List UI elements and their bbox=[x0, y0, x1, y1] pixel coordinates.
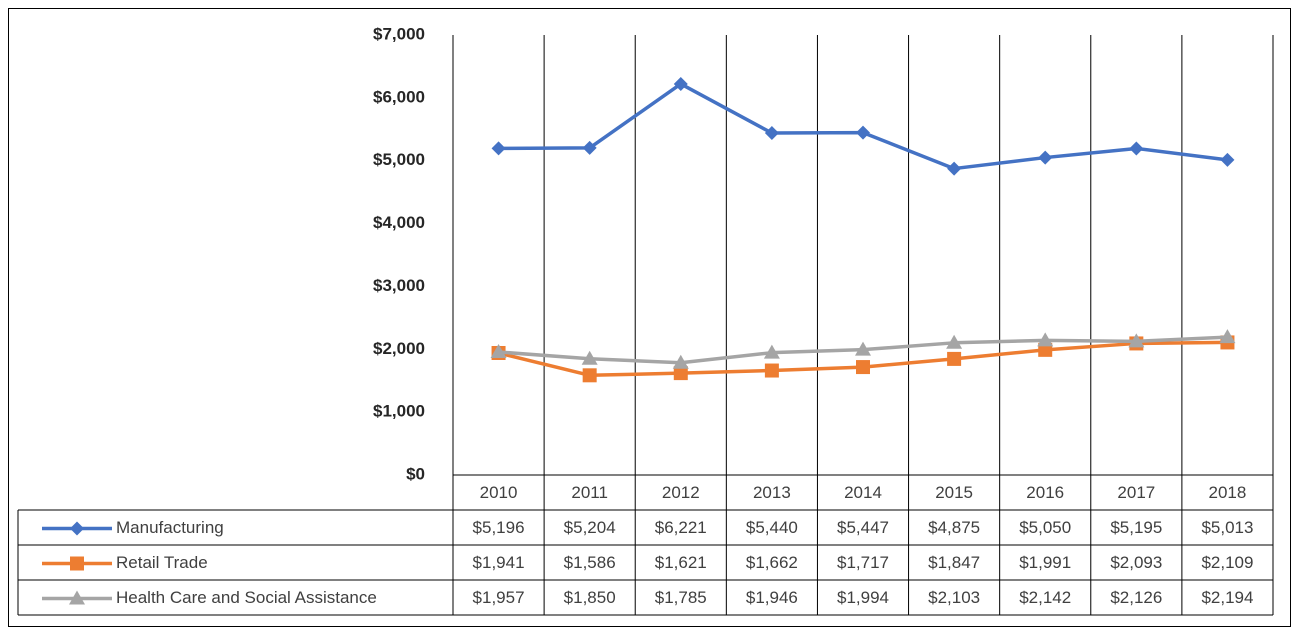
marker bbox=[764, 126, 779, 141]
data-table-value: $1,621 bbox=[655, 553, 707, 572]
legend-marker bbox=[70, 556, 84, 571]
marker bbox=[856, 125, 870, 140]
chart-border bbox=[8, 8, 1291, 627]
data-table-value: $1,847 bbox=[928, 553, 980, 572]
marker bbox=[673, 366, 688, 381]
y-tick-label: $3,000 bbox=[373, 276, 425, 295]
data-table-value: $6,221 bbox=[655, 518, 707, 537]
data-table-value: $1,946 bbox=[746, 588, 798, 607]
y-tick-label: $1,000 bbox=[373, 402, 425, 421]
marker bbox=[673, 76, 688, 91]
x-tick-label: 2017 bbox=[1117, 483, 1155, 502]
data-table-value: $4,875 bbox=[928, 518, 980, 537]
data-table-value: $1,586 bbox=[564, 553, 616, 572]
marker bbox=[581, 350, 598, 365]
y-tick-label: $0 bbox=[406, 464, 425, 483]
marker bbox=[582, 140, 597, 155]
marker bbox=[1128, 333, 1145, 348]
x-tick-label: 2013 bbox=[753, 483, 791, 502]
y-tick-label: $2,000 bbox=[373, 339, 425, 358]
data-table-value: $1,662 bbox=[746, 553, 798, 572]
data-table-value: $5,447 bbox=[837, 518, 889, 537]
data-table-value: $1,717 bbox=[837, 553, 889, 572]
x-tick-label: 2010 bbox=[480, 483, 518, 502]
x-tick-label: 2012 bbox=[662, 483, 700, 502]
marker bbox=[947, 161, 962, 176]
marker bbox=[1219, 329, 1236, 344]
marker bbox=[946, 334, 963, 349]
data-table-value: $5,204 bbox=[564, 518, 616, 537]
x-tick-label: 2018 bbox=[1209, 483, 1247, 502]
y-tick-label: $7,000 bbox=[373, 24, 425, 43]
data-table-value: $2,103 bbox=[928, 588, 980, 607]
data-table-value: $5,013 bbox=[1201, 518, 1253, 537]
marker bbox=[763, 344, 780, 359]
data-table-value: $5,440 bbox=[746, 518, 798, 537]
data-table-value: $1,850 bbox=[564, 588, 616, 607]
data-table-value: $1,994 bbox=[837, 588, 889, 607]
data-table-value: $1,957 bbox=[473, 588, 525, 607]
data-table-value: $2,194 bbox=[1201, 588, 1253, 607]
y-tick-label: $6,000 bbox=[373, 87, 425, 106]
marker bbox=[764, 363, 779, 378]
marker bbox=[1038, 150, 1053, 165]
y-tick-label: $5,000 bbox=[373, 150, 425, 169]
marker bbox=[672, 354, 689, 369]
data-table-value: $2,126 bbox=[1110, 588, 1162, 607]
marker bbox=[1037, 332, 1054, 347]
data-table-value: $2,142 bbox=[1019, 588, 1071, 607]
data-table-value: $1,785 bbox=[655, 588, 707, 607]
data-table-value: $5,050 bbox=[1019, 518, 1071, 537]
y-tick-label: $4,000 bbox=[373, 213, 425, 232]
legend-marker bbox=[69, 590, 85, 605]
data-table-value: $2,109 bbox=[1201, 553, 1253, 572]
x-tick-label: 2011 bbox=[571, 483, 608, 502]
marker bbox=[491, 141, 506, 156]
x-tick-label: 2015 bbox=[935, 483, 973, 502]
marker bbox=[947, 351, 962, 366]
marker bbox=[856, 360, 870, 375]
data-table-value: $5,196 bbox=[473, 518, 525, 537]
data-table-value: $1,991 bbox=[1019, 553, 1071, 572]
x-tick-label: 2014 bbox=[844, 483, 882, 502]
data-table-value: $2,093 bbox=[1110, 553, 1162, 572]
legend-label: Manufacturing bbox=[116, 518, 224, 537]
marker bbox=[1220, 152, 1235, 167]
marker bbox=[1129, 141, 1144, 156]
marker bbox=[490, 343, 507, 358]
x-tick-label: 2016 bbox=[1026, 483, 1064, 502]
legend-marker bbox=[70, 521, 84, 536]
data-table-value: $5,195 bbox=[1110, 518, 1162, 537]
legend-label: Retail Trade bbox=[116, 553, 208, 572]
legend-label: Health Care and Social Assistance bbox=[116, 588, 377, 607]
marker bbox=[582, 368, 597, 383]
marker bbox=[855, 341, 871, 356]
data-table-value: $1,941 bbox=[473, 553, 525, 572]
